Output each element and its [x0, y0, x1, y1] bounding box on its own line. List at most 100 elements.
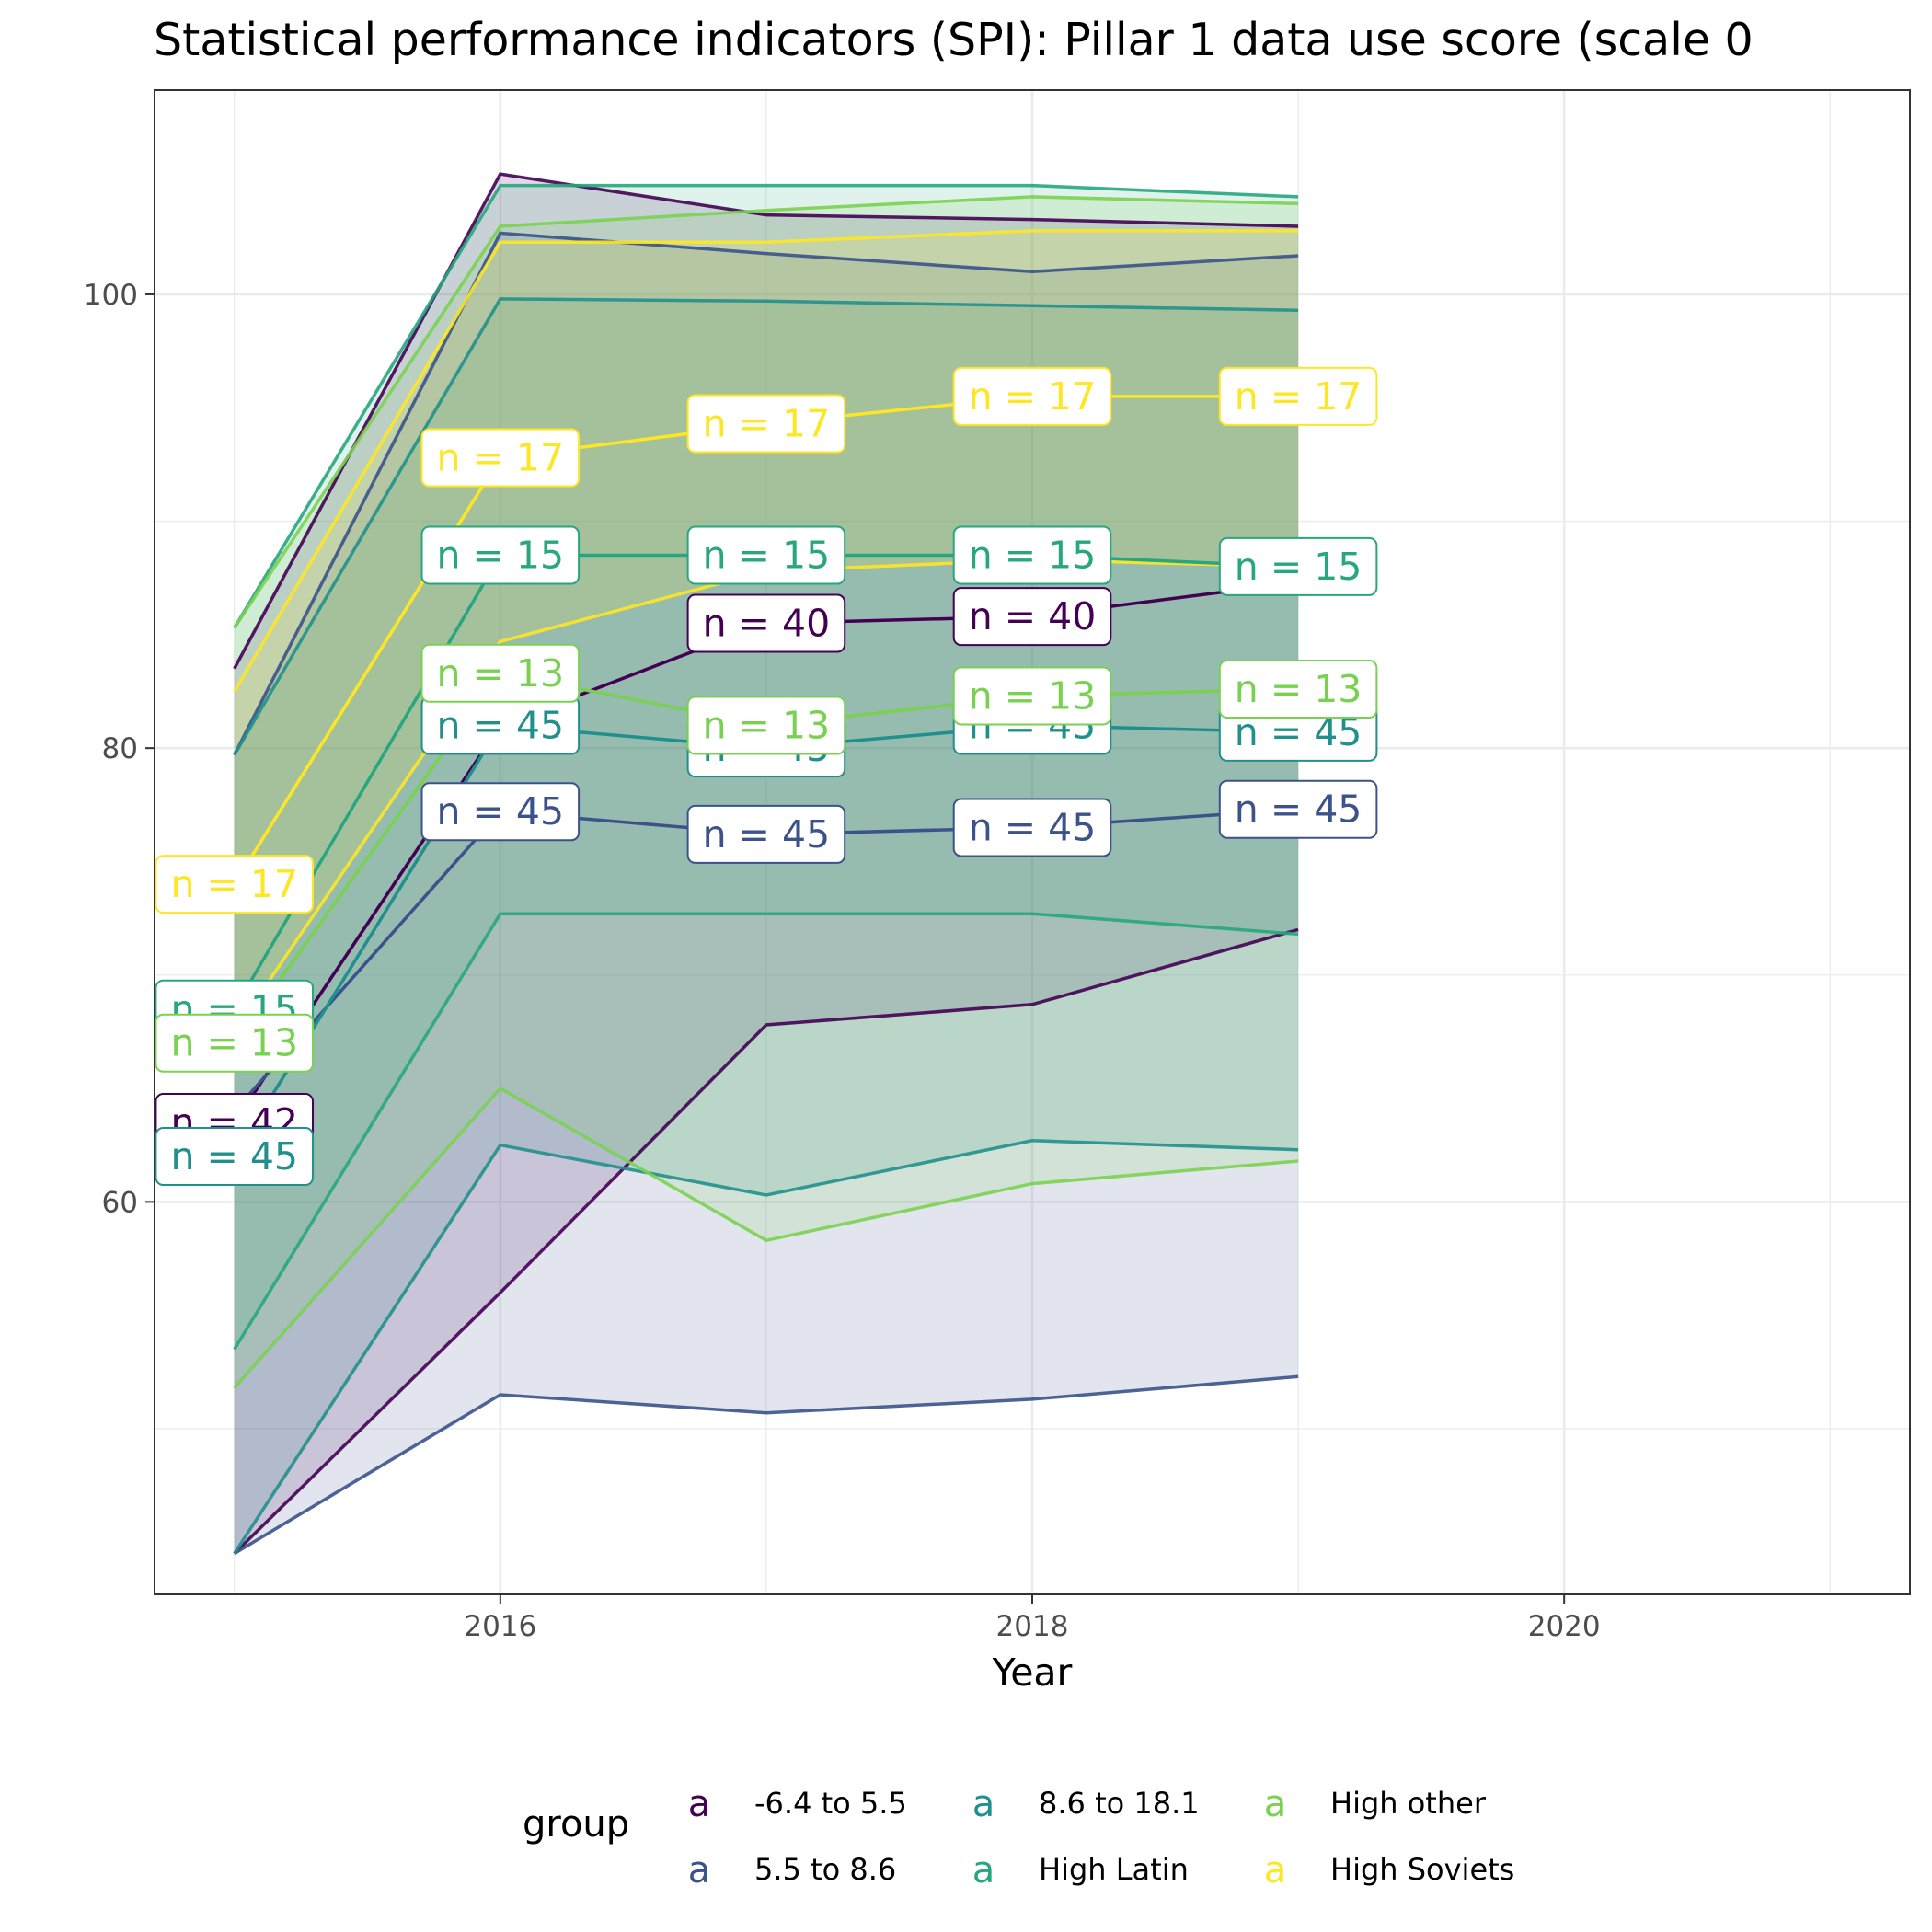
count-label: n = 45: [1218, 779, 1378, 839]
upper-line-0: [233, 172, 1299, 670]
x-tick-label: 2016: [464, 1610, 536, 1643]
count-label-box: [420, 782, 581, 842]
legend-key: a: [972, 1783, 995, 1825]
count-label-box: [420, 428, 581, 488]
count-label: n = 15: [952, 525, 1112, 585]
lower-line-4: [233, 1086, 1299, 1389]
legend-item: a High other: [1264, 1783, 1487, 1825]
count-label: n = 45: [420, 696, 581, 755]
chart-title: Statistical performance indicators (SPI)…: [154, 14, 1754, 66]
count-label-text: n = 13: [170, 1021, 298, 1065]
count-label-text: n = 13: [703, 703, 831, 747]
count-label-box: [155, 1013, 315, 1073]
y-tick-label: 100: [84, 279, 138, 312]
count-label-text: n = 17: [437, 436, 565, 480]
lower-line-3: [233, 912, 1299, 1351]
count-label-box: [155, 855, 315, 914]
count-label: n = 17: [1218, 366, 1378, 426]
count-label-text: n = 17: [170, 862, 298, 906]
bound-lines: [233, 172, 1299, 1556]
legend-label: High other: [1330, 1786, 1487, 1821]
legend-item: a 5.5 to 8.6: [688, 1849, 897, 1892]
legend-label: 5.5 to 8.6: [754, 1852, 896, 1887]
count-label-text: n = 40: [703, 602, 831, 646]
upper-line-5: [233, 229, 1299, 693]
count-label-text: n = 17: [703, 402, 831, 446]
count-label-text: n = 17: [1235, 374, 1363, 419]
legend-item: a -6.4 to 5.5: [688, 1783, 907, 1825]
count-label-text: n = 15: [1235, 545, 1363, 589]
count-label: n = 45: [952, 798, 1112, 857]
count-label-box: [420, 643, 581, 703]
count-label-box: [952, 587, 1112, 647]
count-label-box: [1218, 779, 1378, 839]
legend-key: a: [1264, 1849, 1287, 1892]
count-label: n = 15: [1218, 536, 1378, 596]
axis-ticks: 2016 2018 2020 60 80 100: [84, 279, 1601, 1643]
count-label: n = 17: [686, 394, 846, 454]
count-label-box: [952, 666, 1112, 726]
legend-item: a 8.6 to 18.1: [972, 1783, 1200, 1825]
count-label-box: [952, 525, 1112, 585]
count-label-box: [155, 1127, 315, 1187]
count-label-text: n = 13: [1235, 667, 1363, 711]
upper-line-2: [233, 297, 1299, 756]
upper-line-3: [233, 183, 1299, 629]
y-tick-label: 80: [102, 732, 138, 765]
legend-key: a: [688, 1783, 711, 1825]
count-label: n = 45: [686, 804, 846, 864]
count-label-box: [420, 525, 581, 585]
x-tick-label: 2020: [1528, 1610, 1601, 1643]
count-label-box: [1218, 660, 1378, 719]
count-label-box: [686, 804, 846, 864]
count-label-box: [1218, 536, 1378, 596]
legend-title: group: [523, 1803, 629, 1846]
count-label-text: n = 45: [969, 805, 1097, 849]
count-label-text: n = 17: [969, 374, 1097, 419]
count-label-text: n = 45: [703, 812, 831, 857]
x-tick-label: 2018: [996, 1610, 1069, 1643]
count-label: n = 40: [686, 593, 846, 653]
ribbon-4: [234, 196, 1299, 1388]
count-label-box: [686, 593, 846, 653]
legend-label: High Latin: [1039, 1852, 1189, 1887]
legend-item: a High Latin: [972, 1849, 1189, 1892]
legend: group a -6.4 to 5.5 a 5.5 to 8.6 a 8.6 to 18.…: [523, 1783, 1514, 1892]
count-label-text: n = 15: [437, 534, 565, 578]
count-label: n = 45: [420, 782, 581, 842]
count-label-text: n = 45: [1235, 788, 1363, 832]
count-label-text: n = 13: [969, 673, 1097, 718]
legend-item: a High Soviets: [1264, 1849, 1515, 1892]
count-label: n = 40: [952, 587, 1112, 647]
count-label-text: n = 45: [437, 789, 565, 834]
count-label-box: [686, 696, 846, 755]
count-label-text: n = 13: [437, 651, 565, 696]
legend-key: a: [1264, 1783, 1287, 1825]
legend-label: -6.4 to 5.5: [754, 1786, 907, 1821]
upper-line-4: [233, 195, 1299, 629]
count-label-text: n = 15: [969, 534, 1097, 578]
y-tick-label: 60: [102, 1186, 138, 1219]
legend-label: 8.6 to 18.1: [1039, 1786, 1200, 1821]
ribbon-0: [234, 174, 1299, 1554]
lower-line-0: [233, 927, 1299, 1555]
count-label-box: [686, 525, 846, 585]
count-label: n = 17: [155, 855, 315, 914]
count-label-box: [952, 366, 1112, 426]
count-label: n = 45: [155, 1127, 315, 1187]
count-label-box: [1218, 366, 1378, 426]
count-label: n = 15: [420, 525, 581, 585]
legend-label: High Soviets: [1330, 1852, 1514, 1887]
count-labels: n = 42n = 40 n = 40n = 45n = 45 n = 45 n = …: [155, 366, 1378, 1187]
lower-line-1: [233, 1374, 1299, 1556]
count-label-text: n = 45: [437, 703, 565, 747]
count-label: n = 13: [155, 1013, 315, 1073]
count-label-box: [952, 798, 1112, 857]
count-label: n = 13: [686, 696, 846, 755]
count-label-text: n = 15: [703, 534, 831, 578]
upper-line-1: [233, 231, 1299, 756]
count-label: n = 17: [952, 366, 1112, 426]
legend-key: a: [972, 1849, 995, 1892]
count-label: n = 13: [952, 666, 1112, 726]
